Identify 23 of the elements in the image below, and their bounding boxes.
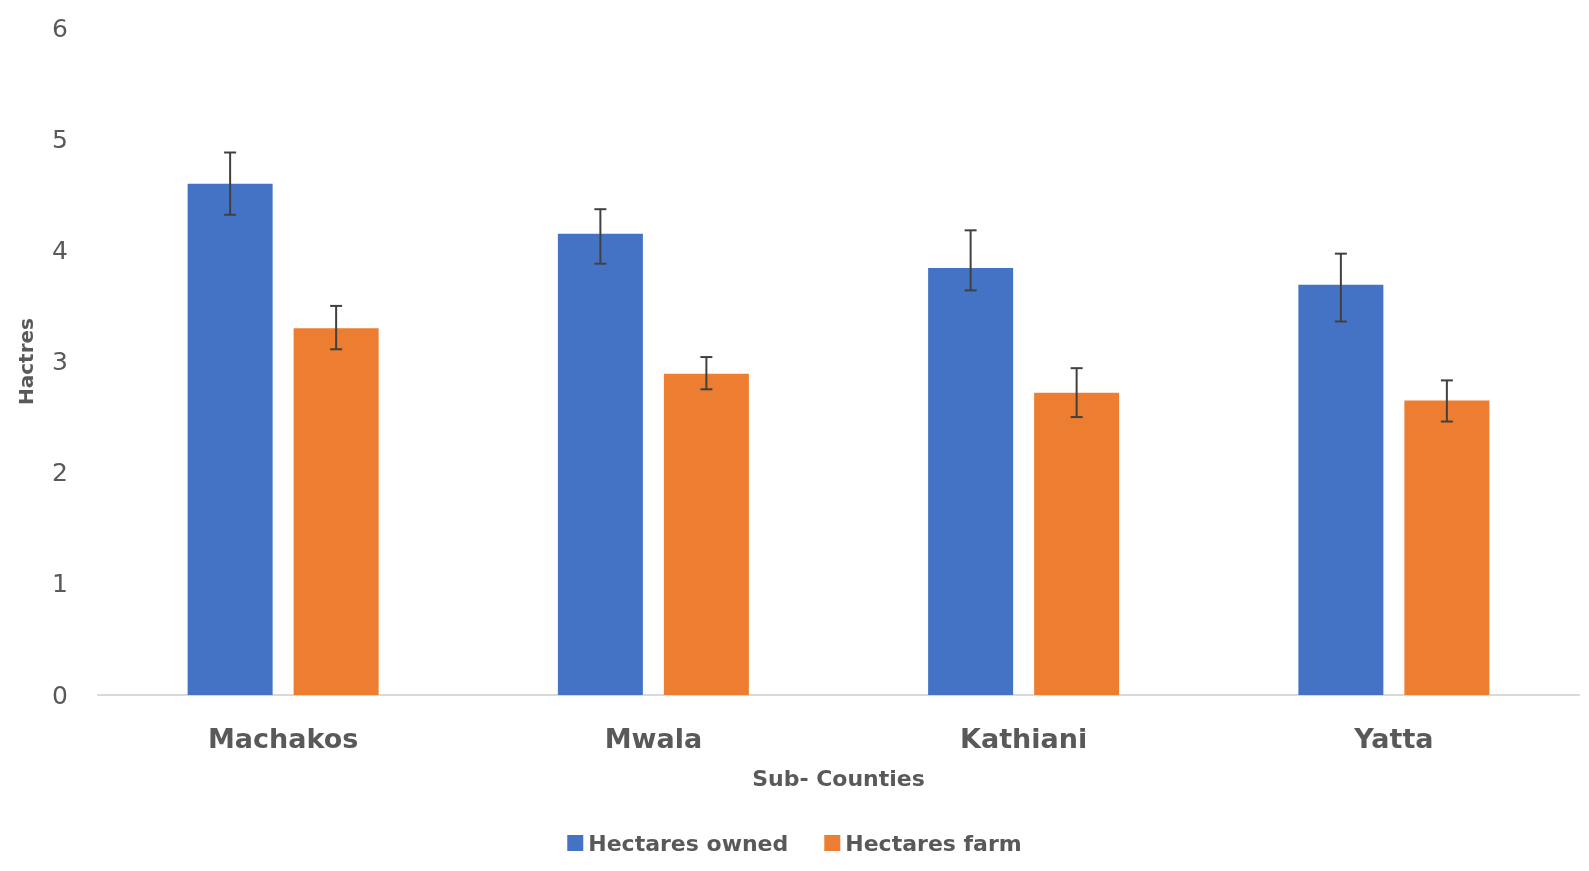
bar	[928, 268, 1014, 695]
y-tick-label: 4	[52, 235, 68, 265]
x-tick-label: Machakos	[207, 723, 359, 754]
y-tick-label: 3	[52, 347, 68, 376]
bar	[663, 373, 749, 695]
bar	[1034, 392, 1120, 695]
bar	[557, 233, 643, 695]
bar	[1298, 284, 1384, 695]
bar	[1404, 400, 1490, 695]
legend-label: Hectares farm	[845, 830, 1022, 856]
bar	[187, 183, 273, 695]
bar	[293, 328, 379, 695]
y-axis-title: Hactres	[14, 318, 38, 405]
y-tick-label: 5	[52, 124, 68, 154]
y-tick-label: 1	[52, 569, 68, 599]
y-tick-label: 2	[52, 458, 68, 488]
x-tick-label: Mwala	[604, 723, 703, 754]
x-axis-title: Sub- Counties	[752, 765, 925, 791]
y-tick-label: 6	[52, 13, 68, 43]
x-tick-label: Kathiani	[960, 723, 1088, 754]
y-tick-label: 0	[52, 680, 68, 710]
legend-label: Hectares owned	[588, 830, 789, 856]
x-tick-label: Yatta	[1353, 723, 1434, 754]
